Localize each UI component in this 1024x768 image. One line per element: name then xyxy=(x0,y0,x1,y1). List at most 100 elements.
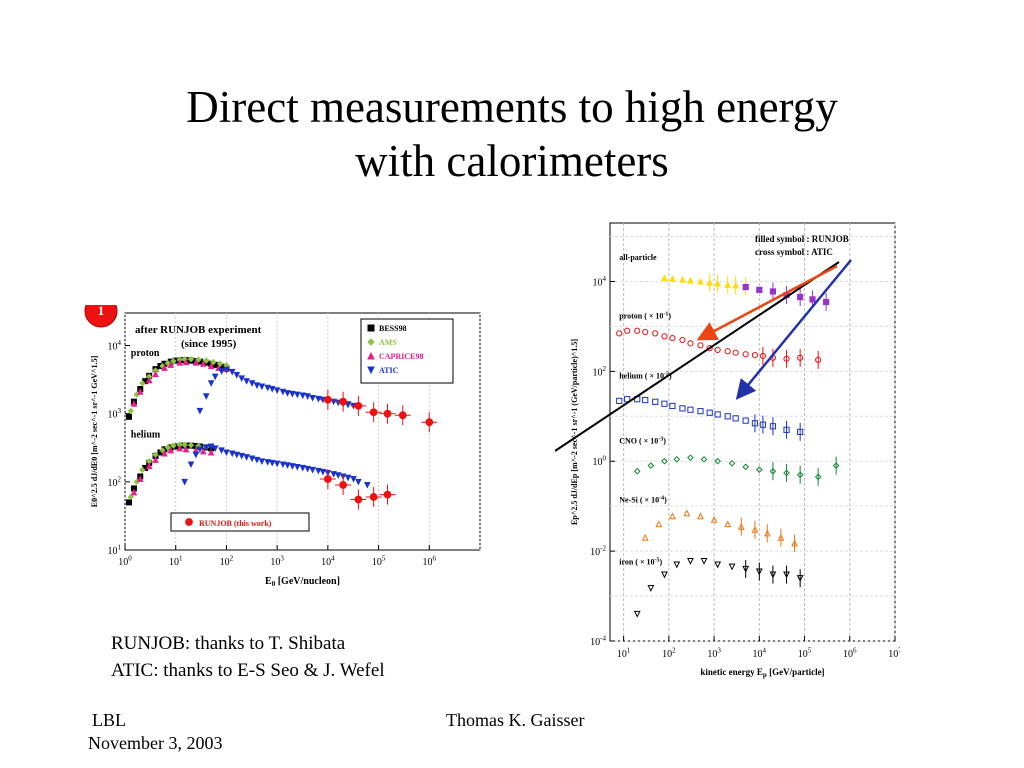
black-pointer-line xyxy=(555,261,840,452)
data-point xyxy=(732,349,739,356)
data-point xyxy=(737,522,745,530)
data-point xyxy=(783,469,790,477)
data-point xyxy=(196,407,204,415)
data-point xyxy=(634,327,641,334)
data-point xyxy=(655,520,663,528)
data-point xyxy=(769,467,777,475)
data-point xyxy=(669,402,676,410)
data-point xyxy=(683,509,691,517)
data-point xyxy=(238,375,246,382)
data-point xyxy=(243,378,250,385)
data-point xyxy=(218,447,225,454)
data-point xyxy=(344,401,352,409)
data-point xyxy=(294,464,301,471)
data-point xyxy=(330,398,337,406)
data-point xyxy=(207,380,215,387)
data-point xyxy=(145,462,153,470)
data-point xyxy=(791,539,798,547)
x-tick-label: 105 xyxy=(798,647,812,661)
data-point xyxy=(264,459,271,466)
footer-author: Thomas K. Gaisser xyxy=(446,710,585,730)
group-label: CNO ( × 10-3) xyxy=(619,436,666,445)
data-point xyxy=(139,466,146,474)
data-point xyxy=(268,459,276,467)
data-point xyxy=(315,467,322,475)
data-point xyxy=(344,474,352,482)
data-point xyxy=(355,478,362,486)
data-point xyxy=(669,512,676,520)
data-point xyxy=(164,360,172,367)
data-point xyxy=(732,415,739,422)
data-point xyxy=(673,561,681,569)
data-point xyxy=(299,392,307,400)
data-point xyxy=(742,565,750,573)
data-point xyxy=(126,413,133,420)
data-point xyxy=(742,417,749,424)
data-point xyxy=(616,330,623,337)
y-axis-label: Ep^2.5 dJ/dEp [m^-2 sec^-1 sr^-1 (GeV/pa… xyxy=(570,339,579,525)
x-axis-label: kinetic energy Ep [GeV/particle] xyxy=(700,667,824,679)
data-point xyxy=(223,366,230,374)
data-point xyxy=(264,384,271,392)
data-point xyxy=(732,281,740,289)
x-tick-label: 105 xyxy=(372,555,386,569)
data-point xyxy=(145,376,153,384)
data-point xyxy=(616,397,623,405)
data-point xyxy=(334,472,342,479)
data-point xyxy=(714,457,721,465)
data-point xyxy=(724,280,732,288)
legend-box xyxy=(360,318,454,384)
data-point xyxy=(364,481,371,489)
data-point xyxy=(248,455,256,463)
data-point xyxy=(679,275,686,283)
data-point xyxy=(315,395,322,403)
data-point xyxy=(425,418,434,427)
data-point xyxy=(783,355,790,362)
data-point xyxy=(759,421,766,428)
x-tick-label: 107 xyxy=(888,647,900,661)
data-point xyxy=(661,333,668,340)
data-point xyxy=(398,411,407,420)
data-point xyxy=(697,342,704,349)
plot-frame xyxy=(124,312,481,551)
data-point xyxy=(211,445,219,452)
data-point xyxy=(814,473,822,481)
data-point xyxy=(238,452,246,460)
data-point xyxy=(823,298,830,306)
data-point xyxy=(181,478,188,486)
data-point xyxy=(661,457,668,465)
data-point xyxy=(706,344,713,352)
data-point xyxy=(187,441,195,449)
data-point xyxy=(199,360,207,367)
group-label: proton xyxy=(131,348,160,359)
data-point xyxy=(207,443,215,451)
data-point xyxy=(228,450,236,458)
data-point xyxy=(769,571,777,579)
data-point xyxy=(182,358,190,366)
red-arrow xyxy=(696,264,838,341)
slide-title: Direct measurements to high energy with … xyxy=(0,80,1024,188)
data-point xyxy=(207,362,215,370)
data-point xyxy=(697,408,704,415)
data-point xyxy=(350,476,357,483)
data-point xyxy=(203,357,210,364)
data-point xyxy=(669,334,676,342)
blue-arrow xyxy=(735,259,852,400)
data-point xyxy=(769,423,777,430)
x-tick-label: 101 xyxy=(169,555,183,569)
x-tick-label: 106 xyxy=(843,647,857,661)
data-point xyxy=(279,461,287,469)
composition-spectrum-chart: 101 102 103 104 105 106 107 10-4 10-2 100 102 104 ki… xyxy=(555,222,900,679)
data-point xyxy=(724,348,731,355)
data-point xyxy=(126,499,133,506)
annotation-line-2: (since 1995) xyxy=(181,338,237,350)
data-point xyxy=(258,458,266,465)
data-point xyxy=(679,405,686,412)
data-point xyxy=(796,471,804,479)
x-tick-label: 104 xyxy=(753,647,767,661)
x-tick-label: 102 xyxy=(220,555,234,569)
data-point xyxy=(369,408,378,417)
data-point xyxy=(161,364,168,371)
data-point xyxy=(273,387,281,394)
